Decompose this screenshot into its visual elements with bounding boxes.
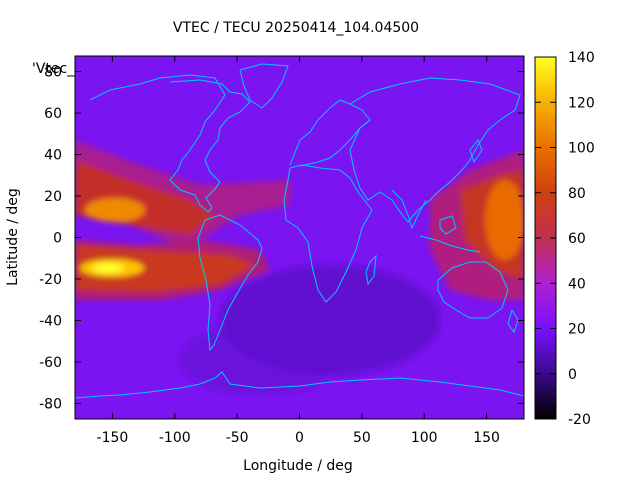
coastline-antarctica: [75, 371, 524, 399]
plot-area: -150 -100 -50 0 50 100 150 -80 -60 -40 -20 0 20 40 60…: [32, 55, 525, 446]
low-tec-region: [180, 325, 340, 395]
tec-peak-north: [85, 198, 145, 222]
x-axis: -150 -100 -50 0 50 100 150: [97, 56, 500, 446]
colorbar-tick-label: -20: [568, 412, 591, 428]
coastline-indonesia: [419, 235, 481, 253]
coastline-asia: [349, 77, 521, 223]
coastline-india: [391, 189, 427, 230]
x-tick-label: 0: [295, 430, 304, 446]
colorbar-axis: -20 0 20 40 60 80 100 120 140: [535, 50, 595, 428]
y-tick-label: -60: [39, 355, 62, 371]
coastline-borneo: [439, 215, 457, 235]
y-tick-label: 20: [44, 189, 62, 205]
coastline-japan: [469, 139, 483, 164]
coastline-greenland: [239, 63, 289, 109]
coastlines: [75, 63, 524, 399]
chart-title: VTEC / TECU 20250414_104.04500: [173, 20, 419, 36]
y-axis: -80 -60 -40 -20 0 20 40 60 80: [39, 65, 524, 412]
colorbar-tick-label: 80: [568, 186, 586, 202]
y-tick-label: 60: [44, 106, 62, 122]
coastline-madagascar: [365, 254, 377, 286]
colorbar-tick-label: 140: [568, 50, 595, 66]
y-tick-label: -20: [39, 272, 62, 288]
x-tick-label: -50: [226, 430, 249, 446]
colorbar-tick-label: 60: [568, 231, 586, 247]
x-tick-label: 100: [411, 430, 438, 446]
x-axis-label: Longitude / deg: [243, 458, 353, 474]
y-tick-label: -80: [39, 396, 62, 412]
coastline-north-america: [89, 74, 251, 213]
equatorial-anomaly-core: [75, 245, 255, 292]
coastline-europe: [289, 99, 371, 167]
y-tick-label: 0: [53, 231, 62, 247]
tec-peak-east: [485, 180, 524, 260]
colorbar-tick-label: 20: [568, 322, 586, 338]
y-axis-label: Latitude / deg: [5, 188, 21, 286]
coastline-australia: [437, 261, 509, 319]
x-tick-label: 50: [353, 430, 371, 446]
coastline-south-america: [197, 214, 263, 352]
key-label: 'Vtec_: [32, 61, 75, 77]
y-tick-label: 80: [44, 65, 62, 81]
colorbar-tick-label: 40: [568, 276, 586, 292]
y-tick-label: 40: [44, 148, 62, 164]
coastline-new-zealand: [507, 309, 519, 334]
x-tick-label: 150: [473, 430, 500, 446]
x-tick-label: -100: [159, 430, 191, 446]
y-tick-label: -40: [39, 313, 62, 329]
colorbar-tick-label: 100: [568, 141, 595, 157]
colorbar-tick-label: 0: [568, 367, 577, 383]
tec-peak-south: [92, 263, 124, 273]
colorbar: -20 0 20 40 60 80 100 120 140: [534, 50, 595, 428]
x-tick-label: -150: [97, 430, 129, 446]
coastline-africa: [283, 164, 373, 303]
vtec-heatmap: [75, 140, 524, 395]
colorbar-tick-label: 120: [568, 95, 595, 111]
